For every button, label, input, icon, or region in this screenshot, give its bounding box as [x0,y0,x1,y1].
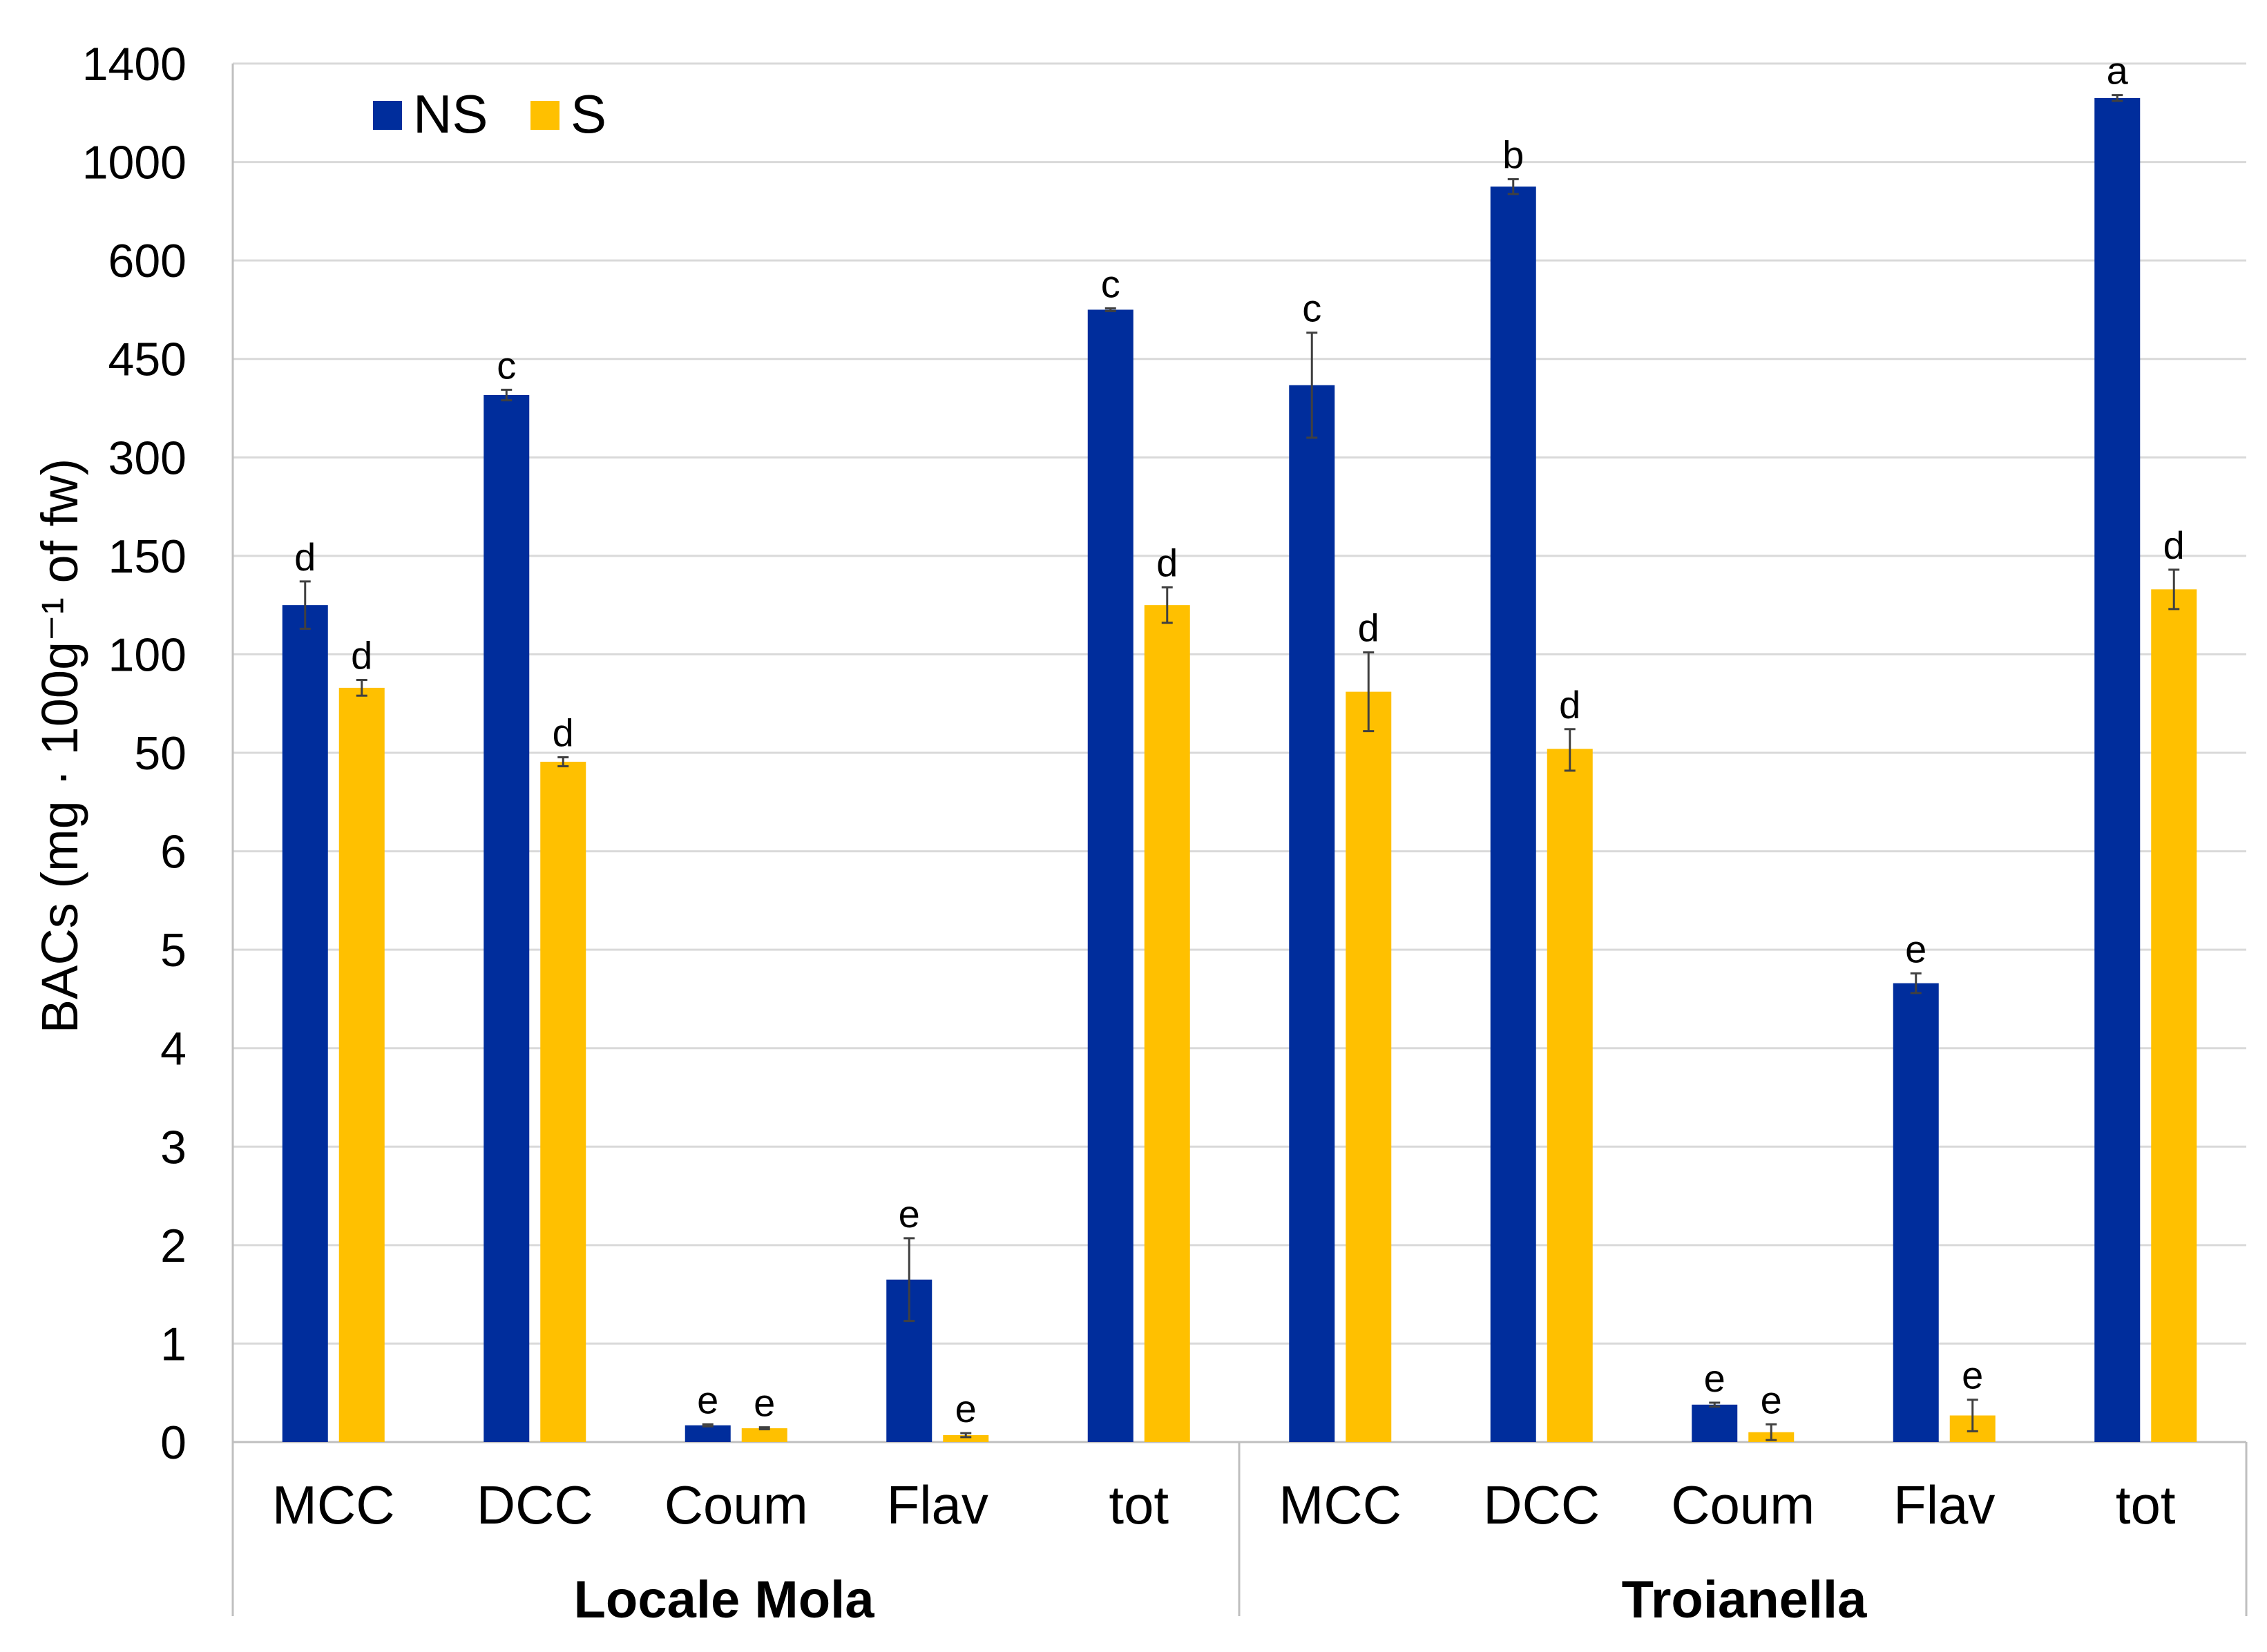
y-tick-label: 300 [108,432,186,484]
significance-letter: d [1156,541,1178,584]
significance-letter: e [1905,927,1926,970]
significance-letter: e [955,1387,977,1430]
bars [282,94,2197,1443]
bar-s [540,761,586,1442]
y-tick-label: 50 [134,727,186,780]
category-label: DCC [477,1475,593,1535]
bar-s [1144,605,1190,1443]
category-label: MCC [272,1475,395,1535]
significance-letter: d [1358,606,1379,650]
bar-ns [484,394,530,1442]
category-label: DCC [1483,1475,1600,1535]
legend-swatch-ns [373,101,402,130]
y-tick-label: 2 [160,1220,186,1272]
y-tick-label: 1000 [82,137,186,189]
category-label: Coum [1671,1475,1815,1535]
significance-letter: e [754,1381,775,1425]
bar-ns [1289,385,1335,1442]
significance-letter: d [553,711,574,754]
bar-ns [685,1425,731,1442]
significance-letter: c [497,343,516,387]
y-tick-label: 450 [108,334,186,386]
y-tick-label: 0 [160,1416,186,1469]
labels: 0 1 2 3 4 5 6 50 100 150 300 450 600 1000 1400 MCC d d DCC… [82,38,2185,1535]
bar-ns [1692,1404,1738,1442]
y-tick-label: 1400 [82,38,186,90]
y-tick-label: 4 [160,1023,186,1075]
bar-ns [282,605,328,1443]
bar-s [338,687,385,1442]
category-label: tot [1109,1475,1169,1535]
axes [231,64,2248,1616]
significance-letter: e [1962,1354,1983,1397]
bar-s [2151,589,2197,1442]
bar-s [1547,749,1593,1442]
bar-s [741,1428,787,1442]
category-label: Flav [1893,1475,1995,1535]
significance-letter: a [2107,49,2129,93]
bar-s [943,1435,989,1442]
y-tick-label: 5 [160,924,186,977]
bar-ns [1490,186,1536,1442]
significance-letter: c [1302,287,1321,330]
significance-letter: e [697,1378,718,1421]
legend-label-ns: NS [413,84,488,144]
bar-s [1346,691,1392,1442]
legend-label-s: S [571,84,606,144]
significance-letter: d [294,535,316,579]
significance-letter: e [899,1192,920,1236]
category-label: Flav [887,1475,988,1535]
y-tick-label: 600 [108,235,186,287]
significance-letter: e [1761,1378,1782,1421]
y-tick-label: 3 [160,1121,186,1173]
y-tick-label: 150 [108,530,186,583]
group-label-troianella: Troianella [1622,1571,1868,1629]
gridlines [233,62,2246,1345]
category-label: tot [2116,1475,2176,1535]
group-label-locale-mola: Locale Mola [574,1571,875,1629]
significance-letter: d [2163,524,2185,567]
bar-ns [2094,97,2141,1442]
category-label: Coum [664,1475,808,1535]
significance-letter: d [1559,683,1580,727]
legend-swatch-s [530,101,559,130]
y-tick-label: 6 [160,826,186,878]
y-tick-label: 100 [108,628,186,681]
bar-ns [1087,309,1134,1442]
significance-letter: b [1502,133,1524,177]
y-tick-label: 1 [160,1318,186,1370]
bar-ns [1893,983,1939,1442]
significance-letter: c [1101,262,1120,306]
y-axis-title: BACs (mg · 100g⁻¹ of fw) [31,459,88,1034]
legend: NS S [373,84,606,144]
significance-letter: e [1704,1356,1725,1400]
category-label: MCC [1279,1475,1402,1535]
significance-letter: d [351,633,372,677]
